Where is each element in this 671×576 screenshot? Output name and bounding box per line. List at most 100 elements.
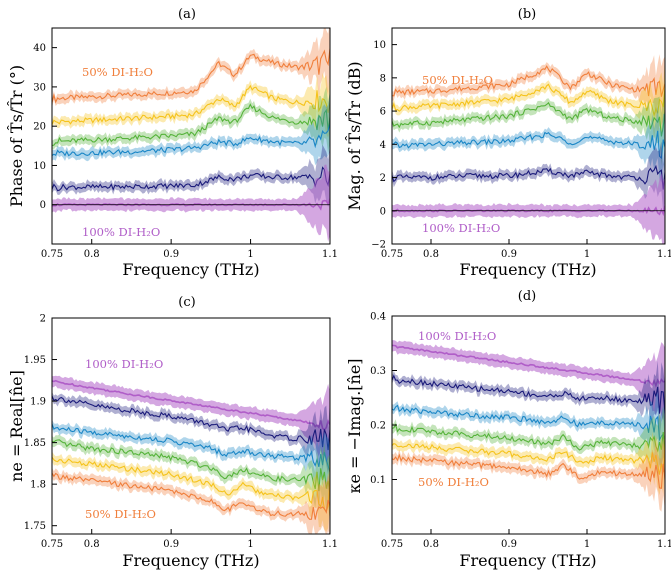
- y-tick-label-b-4: 6: [380, 107, 386, 118]
- plot-area-d: [392, 340, 665, 512]
- y-ticks-c: 1.75 1.8 1.85 1.9 1.95 2: [24, 314, 57, 532]
- series-line-d-0: [392, 344, 665, 388]
- x-tick-label-d-0: 0.75: [381, 539, 403, 550]
- panel-a: (a) 0.75 0.8 0.9 1 1.1 0 10 20 30 40 Frequency (…: [7, 7, 338, 279]
- series-band-b-3: [392, 106, 665, 183]
- x-ticks-d: 0.75 0.8 0.9 1 1.1: [381, 529, 671, 550]
- plot-area-c: [52, 375, 330, 534]
- y-tick-label-d-1: 0.2: [370, 421, 386, 432]
- y-tick-label-a-1: 10: [33, 161, 46, 172]
- x-tick-label-d-4: 1.1: [657, 539, 671, 550]
- series-band-c-1: [52, 391, 330, 476]
- x-tick-label-a-0: 0.75: [41, 249, 63, 260]
- annotation-50pct-d: 50% DI-H₂O: [418, 475, 489, 489]
- panel-label-a: (a): [178, 7, 196, 22]
- series-line-a-1: [52, 84, 330, 125]
- series-line-d-4: [392, 442, 665, 475]
- series-line-b-3: [392, 130, 665, 160]
- series-line-b-2: [392, 101, 665, 137]
- panel-b: (b) 0.75 0.8 0.9 1 1.1 −2 0 2 4 6 8 10 Frequency (…: [345, 7, 671, 279]
- series-band-d-3: [392, 406, 665, 484]
- panel-c: (c) 0.75 0.8 0.9 1 1.1 1.75 1.8 1.85 1.9 1.95 2 F…: [7, 295, 338, 570]
- x-tick-label-c-0: 0.75: [41, 539, 63, 550]
- series-line-c-3: [52, 439, 330, 493]
- annotation-100pct-b: 100% DI-H₂O: [422, 221, 500, 235]
- x-ticks-c: 0.75 0.8 0.9 1 1.1: [41, 529, 338, 550]
- series-band-c-0: [52, 375, 330, 463]
- panel-d: (d) 0.75 0.8 0.9 1 1.1 0.1 0.2 0.3 0.4 Frequenc…: [345, 289, 671, 570]
- series-line-a-0: [52, 48, 330, 104]
- series-band-a-0: [52, 28, 330, 108]
- y-tick-label-c-0: 1.75: [24, 521, 46, 532]
- annotation-50pct-b: 50% DI-H₂O: [422, 73, 493, 87]
- series-band-a-3: [52, 90, 330, 166]
- series-line-c-0: [52, 379, 330, 432]
- annotation-50pct-a: 50% DI-H₂O: [82, 65, 153, 79]
- y-tick-label-b-0: −2: [371, 240, 386, 251]
- annotation-100pct-c: 100% DI-H₂O: [85, 357, 163, 371]
- y-axis-title-b: Mag. of T̂s/T̂r (dB): [345, 61, 364, 210]
- y-ticks-d: 0.1 0.2 0.3 0.4: [370, 312, 397, 486]
- series-band-d-1: [392, 360, 665, 444]
- series-band-c-4: [52, 451, 330, 532]
- x-tick-label-b-3: 1: [584, 249, 590, 260]
- y-tick-label-a-0: 0: [40, 200, 46, 211]
- annotation-50pct-c: 50% DI-H₂O: [85, 507, 156, 521]
- x-tick-label-d-1: 0.8: [423, 539, 439, 550]
- y-tick-label-b-5: 8: [380, 73, 386, 84]
- series-line-a-3: [52, 123, 330, 157]
- x-tick-label-d-2: 0.9: [501, 539, 517, 550]
- series-band-b-0: [392, 54, 665, 126]
- y-tick-label-b-3: 4: [380, 140, 386, 151]
- series-line-b-0: [392, 65, 665, 97]
- series-band-a-4: [52, 144, 330, 207]
- y-tick-label-d-3: 0.4: [370, 312, 386, 323]
- plot-frame-b: [391, 27, 666, 245]
- annotation-100pct-d: 100% DI-H₂O: [418, 329, 496, 343]
- y-ticks-a: 0 10 20 30 40: [33, 43, 57, 211]
- x-axis-title-b: Frequency (THz): [459, 260, 596, 279]
- series-band-a-1: [52, 72, 330, 138]
- x-tick-label-b-0: 0.75: [381, 249, 403, 260]
- series-line-c-1: [52, 395, 330, 451]
- x-tick-label-c-1: 0.8: [84, 539, 100, 550]
- series-line-a-4: [52, 166, 330, 192]
- y-tick-label-c-5: 2: [40, 314, 46, 325]
- series-band-d-0: [392, 340, 665, 421]
- x-tick-label-b-4: 1.1: [657, 249, 671, 260]
- y-ticks-b: −2 0 2 4 6 8 10: [371, 40, 397, 251]
- panel-label-b: (b): [518, 7, 536, 22]
- x-tick-label-c-2: 0.9: [163, 539, 179, 550]
- series-band-a-5: [52, 164, 330, 242]
- y-tick-label-c-1: 1.8: [30, 480, 46, 491]
- y-tick-label-a-2: 20: [33, 122, 46, 133]
- x-tick-label-a-4: 1.1: [322, 249, 338, 260]
- series-band-b-1: [392, 57, 665, 139]
- x-tick-label-c-3: 1: [247, 539, 253, 550]
- series-line-d-3: [392, 423, 665, 456]
- y-tick-label-d-2: 0.3: [370, 366, 386, 377]
- x-tick-label-d-3: 1: [584, 539, 590, 550]
- y-tick-label-c-4: 1.95: [24, 355, 46, 366]
- panel-label-d: (d): [518, 289, 536, 304]
- plot-area-a: [52, 28, 330, 242]
- panel-label-c: (c): [178, 295, 195, 310]
- x-ticks-a: 0.75 0.8 0.9 1 1.1: [41, 239, 338, 260]
- x-axis-title-d: Frequency (THz): [459, 551, 596, 570]
- series-line-d-2: [392, 404, 665, 442]
- series-band-b-2: [392, 85, 665, 166]
- series-line-b-1: [392, 83, 665, 118]
- plot-frame-a: [51, 27, 331, 245]
- x-tick-label-a-1: 0.8: [84, 249, 100, 260]
- x-tick-label-a-3: 1: [247, 249, 253, 260]
- y-tick-label-d-0: 0.1: [370, 475, 386, 486]
- series-line-d-1: [392, 374, 665, 414]
- x-axis-title-c: Frequency (THz): [122, 551, 259, 570]
- series-band-c-2: [52, 419, 330, 499]
- series-band-c-3: [52, 434, 330, 521]
- y-axis-title-a: Phase of T̂s/T̂r (°): [7, 65, 26, 207]
- y-tick-label-b-6: 10: [373, 40, 386, 51]
- plot-area-b: [392, 54, 665, 244]
- series-band-d-4: [392, 415, 665, 496]
- series-line-a-2: [52, 103, 330, 147]
